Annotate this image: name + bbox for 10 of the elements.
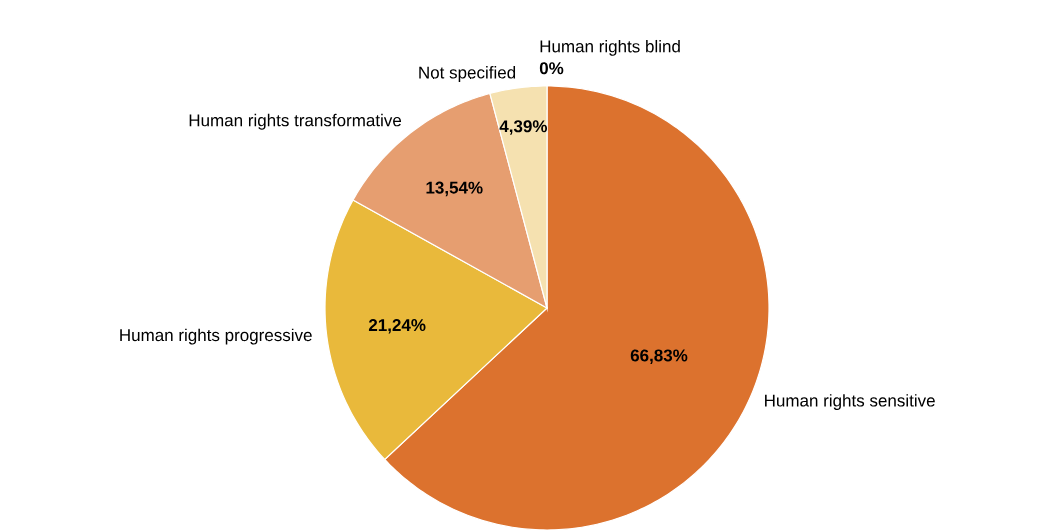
- data-label: 13,54%: [426, 181, 483, 197]
- slice-label: Human rights sensitive: [765, 394, 935, 411]
- text: 0%: [539, 62, 564, 75]
- slice-label: Human rights progressive: [120, 328, 312, 345]
- data-label: 66,83%: [630, 349, 688, 365]
- slice-label: Human rights transformative: [189, 114, 402, 130]
- category-label: Human rights blind: [540, 40, 680, 56]
- data-label: 4,39%: [499, 120, 548, 135]
- slice-label: Not specified: [419, 66, 516, 83]
- data-label: 21,24%: [368, 319, 426, 334]
